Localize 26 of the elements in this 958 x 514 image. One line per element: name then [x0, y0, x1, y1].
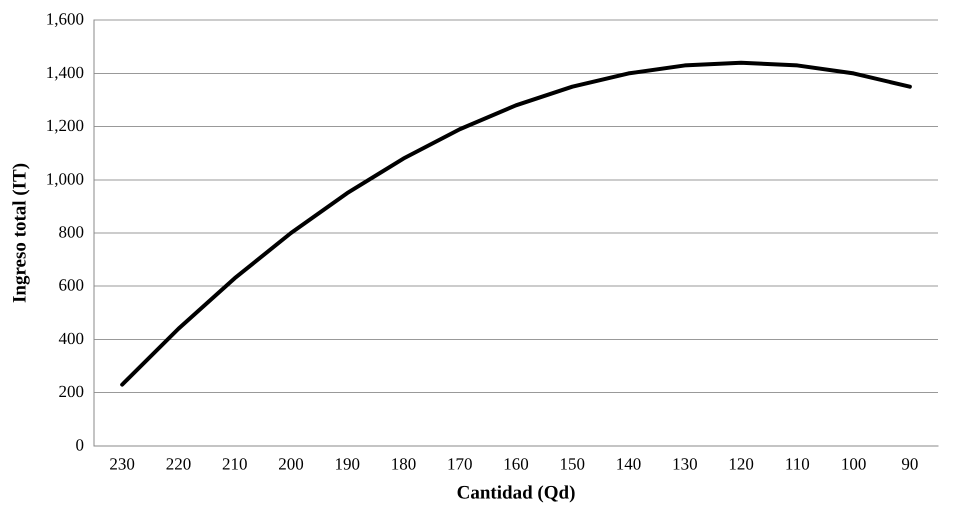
y-tick-label: 1,000 — [46, 169, 84, 188]
y-tick-label: 200 — [58, 382, 84, 402]
x-tick-label: 170 — [447, 454, 473, 474]
x-tick-label: 180 — [390, 454, 416, 474]
x-tick-label: 100 — [840, 454, 866, 474]
x-tick-label: 220 — [166, 454, 192, 474]
x-tick-label: 110 — [784, 454, 810, 474]
x-tick-label: 140 — [616, 454, 642, 474]
x-tick-label: 160 — [503, 454, 529, 474]
y-tick-label: 600 — [58, 276, 84, 295]
x-tick-label: 120 — [728, 454, 754, 474]
x-tick-label: 190 — [334, 454, 360, 474]
x-tick-label: 130 — [672, 454, 698, 474]
x-axis-title: Cantidad (Qd) — [456, 482, 576, 504]
y-tick-label: 400 — [58, 328, 84, 348]
x-tick-label: 210 — [222, 454, 248, 474]
x-tick-label: 230 — [109, 454, 135, 474]
y-tick-label: 1,600 — [46, 10, 84, 29]
y-tick-label: 0 — [76, 435, 84, 454]
x-tick-label: 200 — [278, 454, 304, 474]
x-tick-label: 150 — [560, 454, 586, 474]
y-tick-label: 1,200 — [46, 116, 84, 136]
y-tick-label: 1,400 — [46, 62, 84, 82]
x-tick-label: 90 — [901, 454, 918, 474]
y-axis-title: Ingreso total (IT) — [9, 162, 30, 304]
y-tick-label: 800 — [58, 222, 84, 242]
